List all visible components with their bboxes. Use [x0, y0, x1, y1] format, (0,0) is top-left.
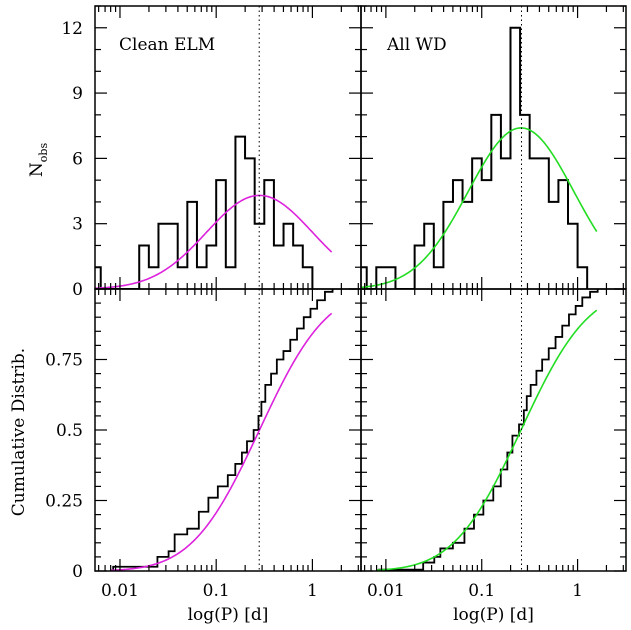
cdf-fit-all-wd [376, 309, 598, 571]
ecdf-clean-elm [112, 289, 334, 571]
x-tick-label: 1 [307, 581, 318, 601]
gaussian-fit-all-wd [361, 127, 598, 289]
gaussian-fit-clean-elm [95, 194, 333, 289]
y-tick-label-bottom: 0.25 [45, 492, 83, 512]
panel-bottom-all-wd [376, 289, 599, 571]
panel-title-all-wd: All WD [386, 35, 447, 55]
y-tick-label-top: 0 [72, 280, 83, 300]
x-ticks-0: 0.01 0.1 1 [98, 6, 359, 601]
y-axis-label-top-sub: obs [37, 143, 50, 163]
y-tick-label-top: 3 [72, 215, 83, 235]
y-tick-label-top: 6 [72, 149, 83, 169]
x-tick-label: 1 [572, 581, 583, 601]
x-tick-label: 0.1 [203, 581, 230, 601]
x-axis-label: log(P) [d] [453, 605, 534, 625]
y-tick-label-bottom: 0 [72, 562, 83, 582]
histogram-all-wd [361, 26, 589, 289]
ecdf-all-wd [378, 289, 599, 571]
panel-title-clean-elm: Clean ELM [119, 35, 215, 55]
y-axis-label-top: Nobs [27, 143, 50, 178]
panel-bottom-clean-elm [110, 289, 334, 571]
y-ticks: 0 3 6 9 12 0 0.25 0.5 0.75 [45, 5, 626, 582]
cdf-fit-clean-elm [110, 312, 333, 571]
y-axis-label-bottom: Cumulative Distrib. [9, 348, 29, 516]
x-tick-label: 0.01 [101, 581, 139, 601]
panel-frame-1-1 [360, 288, 627, 572]
panel-top-all-wd: All WD [361, 6, 598, 289]
y-axis-label-top-main: N [27, 162, 47, 177]
y-tick-label-bottom: 0.75 [45, 351, 83, 371]
panel-top-clean-elm: Clean ELM [95, 6, 333, 289]
x-axis-label: log(P) [d] [188, 605, 269, 625]
histogram-clean-elm [95, 135, 314, 289]
y-tick-label-top: 12 [61, 19, 83, 39]
x-ticks-1: 0.01 0.1 1 [364, 6, 624, 601]
y-tick-label-top: 9 [72, 84, 83, 104]
panel-frame-1-0 [94, 288, 362, 572]
y-tick-label-bottom: 0.5 [56, 421, 83, 441]
x-tick-label: 0.01 [367, 581, 405, 601]
x-tick-label: 0.1 [468, 581, 495, 601]
